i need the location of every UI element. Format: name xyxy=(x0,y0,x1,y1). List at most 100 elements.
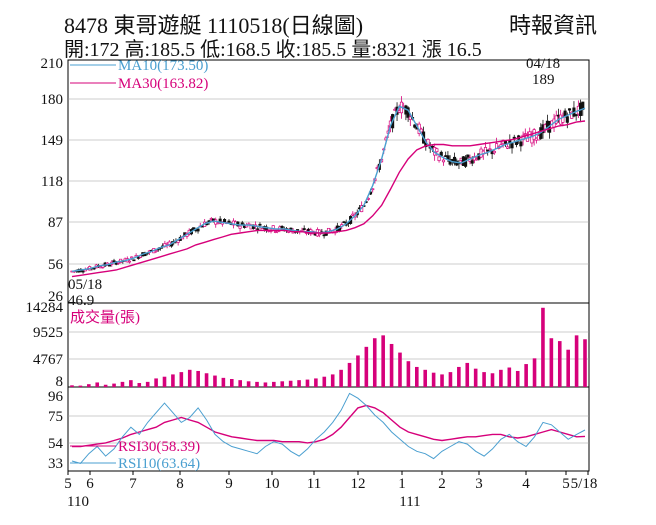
volume-bar xyxy=(78,385,83,387)
candle-body xyxy=(240,222,244,225)
candlestick-group xyxy=(70,96,585,274)
legend-ma10: MA10(173.50) xyxy=(118,58,208,74)
candle-body xyxy=(302,228,306,231)
legend-rsi30: RSI30(58.39) xyxy=(118,439,200,455)
candle-body xyxy=(138,255,143,258)
volume-bar xyxy=(213,375,217,387)
candle-body xyxy=(154,250,158,252)
x-tick-label: 7 xyxy=(129,476,137,492)
legend-rsi10: RSI10(63.64) xyxy=(118,456,200,472)
candle-body xyxy=(506,146,510,149)
high-date-label: 04/18 xyxy=(526,56,560,72)
candle-body xyxy=(437,156,441,161)
candle-body xyxy=(112,260,116,263)
volume-bar xyxy=(238,380,242,387)
volume-bar xyxy=(389,343,394,387)
volume-bar xyxy=(103,384,108,387)
stock-code: 8478 xyxy=(64,13,108,38)
high-value-label: 189 xyxy=(532,72,555,88)
volume-y-tick-label: 8 xyxy=(56,374,64,390)
candle-body xyxy=(227,220,231,223)
rsi-y-tick-label: 75 xyxy=(48,409,63,425)
volume-bar xyxy=(339,369,343,387)
volume-bar xyxy=(162,376,167,387)
candle-body xyxy=(486,149,490,152)
volume-bar xyxy=(330,374,335,387)
price-y-tick-label: 210 xyxy=(41,56,64,72)
volume-bar xyxy=(448,372,453,387)
candle-body xyxy=(258,223,262,226)
chart-header: 8478 東哥遊艇 1110518(日線圖) 開:172 高:185.5 低:1… xyxy=(0,0,656,61)
rsi-y-tick-label: 33 xyxy=(48,456,63,472)
candle-body xyxy=(289,227,293,230)
x-tick-label: 11 xyxy=(307,476,321,492)
volume-bar xyxy=(406,361,411,387)
volume-bar xyxy=(440,374,444,387)
quote-line: 開:172 高:185.5 低:168.5 收:185.5 量:8321 漲 1… xyxy=(64,39,482,61)
volume-bar xyxy=(490,373,495,387)
volume-bar xyxy=(524,364,528,387)
x-tick-label: 5 xyxy=(562,476,570,492)
x-tick-label: 8 xyxy=(176,476,184,492)
volume-bar xyxy=(297,380,301,387)
volume-bar xyxy=(112,383,116,387)
candle-body xyxy=(523,133,527,135)
volume-bar xyxy=(221,377,226,387)
candle-body xyxy=(561,115,565,123)
volume-bar xyxy=(364,346,369,387)
candle-body xyxy=(196,228,200,232)
candle-body xyxy=(519,141,523,147)
candle-body xyxy=(176,240,180,243)
volume-bar xyxy=(196,370,200,387)
price-y-tick-label: 180 xyxy=(41,92,64,108)
candle-body xyxy=(413,124,417,128)
candle-body xyxy=(492,150,496,154)
candle-body xyxy=(510,143,514,149)
volume-bar xyxy=(120,381,125,387)
chart-date: 1110518(日線圖) xyxy=(207,13,364,38)
volume-bar xyxy=(171,374,175,387)
ma30-line xyxy=(71,120,586,278)
volume-bar xyxy=(204,373,209,387)
candle-body xyxy=(132,259,136,262)
legend-ma30: MA30(163.82) xyxy=(118,76,208,92)
candle-body xyxy=(441,159,446,163)
volume-bar xyxy=(187,369,192,387)
volume-bar xyxy=(246,381,251,387)
candle-body xyxy=(567,108,572,111)
candle-body xyxy=(430,145,434,148)
data-source: 時報資訊 xyxy=(509,13,598,38)
volume-bar xyxy=(457,366,461,387)
year-label: 110 xyxy=(67,494,89,510)
volume-bar xyxy=(356,355,360,387)
x-tick-label: 6 xyxy=(86,476,94,492)
ma10-line xyxy=(71,105,586,272)
candle-body xyxy=(127,260,132,263)
candle-body xyxy=(130,256,134,259)
volume-bar xyxy=(347,362,352,387)
volume-bar xyxy=(129,380,133,387)
volume-bar xyxy=(423,369,428,387)
candle-body xyxy=(280,225,284,229)
volume-bar xyxy=(87,384,91,387)
volume-bar xyxy=(305,379,310,387)
year-label: 111 xyxy=(399,494,420,510)
volume-bar xyxy=(179,372,184,387)
candle-body xyxy=(108,264,112,267)
rsi30-line xyxy=(72,404,586,448)
price-y-tick-label: 149 xyxy=(41,133,64,149)
stock-name: 東哥遊艇 xyxy=(113,13,202,38)
volume-bar xyxy=(229,379,234,387)
volume-bar xyxy=(263,382,268,387)
candle-body xyxy=(512,136,516,139)
price-panel-frame xyxy=(67,59,590,304)
candle-body xyxy=(574,114,578,117)
candle-body xyxy=(218,218,222,222)
volume-bar xyxy=(145,381,150,387)
price-y-tick-label: 87 xyxy=(48,215,64,231)
volume-bar xyxy=(499,369,503,387)
volume-bar-group xyxy=(70,307,587,387)
x-tick-label: 5/18 xyxy=(571,476,598,492)
volume-bar xyxy=(415,366,419,387)
